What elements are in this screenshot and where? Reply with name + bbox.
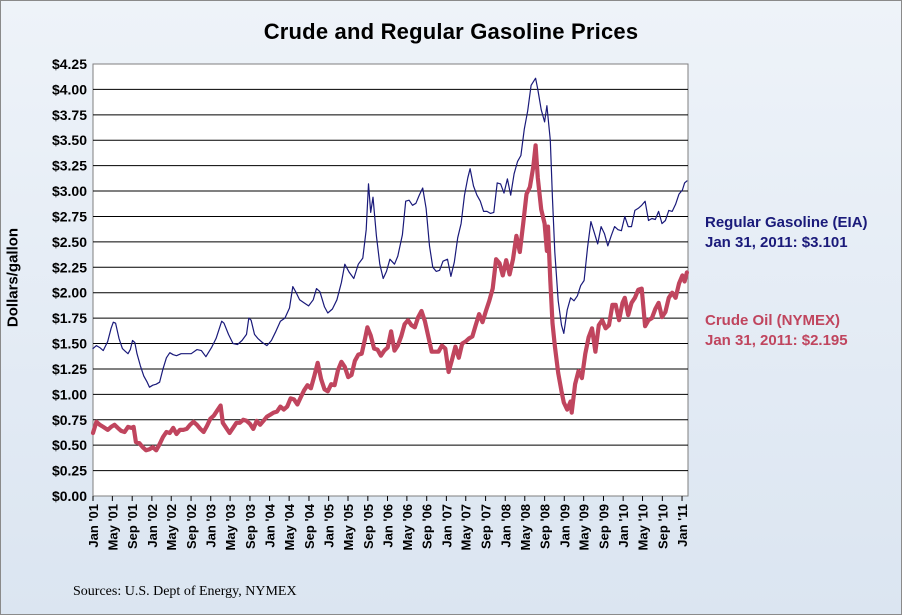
x-tick-label: Sep '04: [302, 503, 317, 549]
series-line-crude-oil: [90, 143, 690, 453]
x-tick-label: May '06: [400, 504, 415, 550]
legend-gasoline-annotation: Jan 31, 2011: $3.101: [705, 234, 848, 251]
x-tick-label: Jan '10: [616, 504, 631, 548]
y-tick-label: $4.25: [52, 56, 87, 72]
x-tick-label: Sep '07: [479, 504, 494, 549]
x-tick-label: Jan '11: [675, 504, 690, 547]
x-tick-label: Sep '09: [596, 504, 611, 549]
x-tick-label: May '01: [105, 504, 120, 550]
x-tick-label: Jan '06: [381, 504, 396, 548]
x-axis-ticks: Jan '01 May '01 Sep '01 Jan '02 May '02 Sep '…: [86, 496, 690, 550]
x-tick-label: May '07: [459, 504, 474, 550]
y-tick-label: $1.50: [52, 336, 87, 352]
x-tick-label: Sep '03: [243, 504, 258, 549]
x-tick-label: Sep '05: [361, 504, 376, 549]
x-tick-label: May '10: [636, 504, 651, 550]
x-tick-label: May '04: [282, 503, 297, 550]
x-tick-label: May '02: [164, 504, 179, 550]
y-tick-label: $1.75: [52, 310, 87, 326]
series-line-gasoline: [92, 77, 688, 388]
x-tick-label: Jan '05: [322, 504, 337, 548]
y-tick-label: $0.75: [52, 412, 87, 428]
y-tick-label: $3.75: [52, 107, 87, 123]
y-tick-label: $2.75: [52, 208, 87, 224]
source-note: Sources: U.S. Dept of Energy, NYMEX: [73, 584, 297, 599]
y-tick-label: $1.00: [52, 386, 87, 402]
x-tick-label: May '09: [577, 504, 592, 550]
y-tick-label: $2.50: [52, 234, 87, 250]
legend-crude-annotation: Jan 31, 2011: $2.195: [705, 332, 848, 349]
x-tick-label: Jan '03: [204, 504, 219, 548]
y-tick-label: $0.25: [52, 463, 87, 479]
x-tick-label: Jan '08: [498, 504, 513, 548]
x-tick-label: Sep '01: [125, 504, 140, 549]
x-tick-label: Sep '10: [655, 504, 670, 549]
legend-gasoline-name: Regular Gasoline (EIA): [705, 214, 868, 231]
x-tick-label: May '05: [341, 504, 356, 550]
y-tick-label: $3.00: [52, 183, 87, 199]
y-tick-label: $0.00: [52, 488, 87, 504]
x-tick-label: Jan '07: [439, 504, 454, 548]
y-tick-label: $1.25: [52, 361, 87, 377]
x-tick-label: Jan '01: [86, 504, 101, 548]
x-tick-label: Sep '06: [420, 504, 435, 549]
y-tick-label: $2.25: [52, 259, 87, 275]
x-tick-label: Jan '02: [145, 504, 160, 548]
legend-crude-name: Crude Oil (NYMEX): [705, 312, 841, 329]
x-tick-label: Sep '02: [184, 504, 199, 549]
x-tick-label: May '08: [518, 504, 533, 550]
y-tick-label: $0.50: [52, 437, 87, 453]
chart-title: Crude and Regular Gasoline Prices: [263, 19, 639, 44]
legend-crude: Crude Oil (NYMEX) Jan 31, 2011: $2.195: [705, 311, 848, 351]
y-tick-label: $3.50: [52, 132, 87, 148]
y-tick-label: $2.00: [52, 285, 87, 301]
y-tick-label: $3.25: [52, 158, 87, 174]
x-tick-label: Jan '04: [263, 503, 278, 547]
series-lines: [90, 77, 690, 453]
x-tick-label: May '03: [223, 504, 238, 550]
y-axis-ticks: $0.00 $0.25 $0.50 $0.75 $1.00 $1.25 $1.50 $1.75…: [52, 56, 87, 504]
x-tick-label: Sep '08: [538, 504, 553, 549]
legend-gasoline: Regular Gasoline (EIA) Jan 31, 2011: $3.…: [705, 213, 868, 253]
y-tick-label: $4.00: [52, 81, 87, 97]
x-tick-label: Jan '09: [557, 504, 572, 548]
